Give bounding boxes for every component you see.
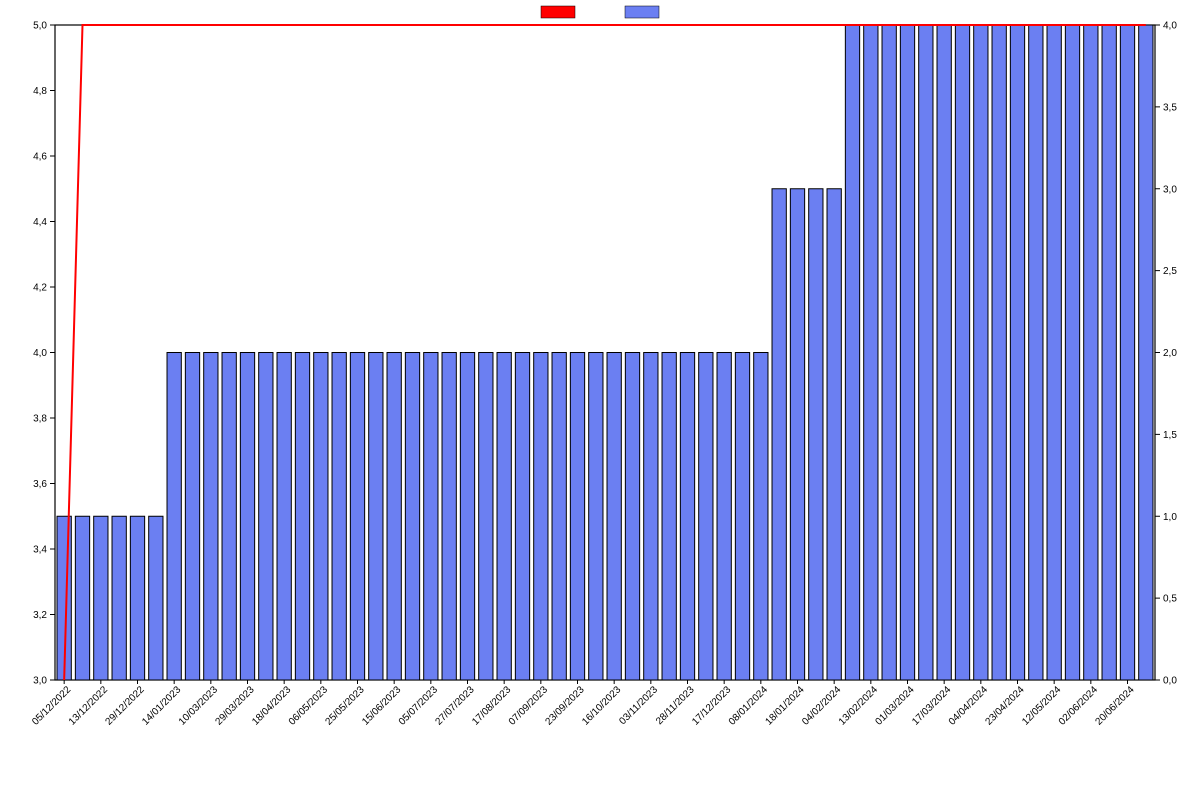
y-right-tick-label: 3,5 — [1163, 102, 1177, 113]
y-left-tick-label: 5,0 — [33, 21, 47, 32]
y-left-tick-label: 4,8 — [33, 86, 47, 97]
bar — [1120, 25, 1134, 680]
bar — [94, 516, 108, 680]
bar — [790, 189, 804, 680]
y-left-tick-label: 3,0 — [33, 676, 47, 687]
bar — [625, 353, 639, 681]
y-right-tick-label: 2,0 — [1163, 348, 1177, 359]
bar — [974, 25, 988, 680]
bar — [754, 353, 768, 681]
bar — [680, 353, 694, 681]
bar — [204, 353, 218, 681]
bar — [405, 353, 419, 681]
bar — [864, 25, 878, 680]
bar — [130, 516, 144, 680]
bar — [515, 353, 529, 681]
y-right-tick-label: 3,0 — [1163, 184, 1177, 195]
bar — [369, 353, 383, 681]
bar — [424, 353, 438, 681]
bar — [845, 25, 859, 680]
bar — [772, 189, 786, 680]
bar — [185, 353, 199, 681]
y-right-tick-label: 0,0 — [1163, 676, 1177, 687]
y-left-tick-label: 3,2 — [33, 610, 47, 621]
bar — [497, 353, 511, 681]
legend-swatch-line — [541, 6, 575, 18]
chart-svg: 3,0 3,2 3,4 3,6 3,8 4,0 4,2 4,4 4,6 4,8 5,0 0,0 0,5 1… — [0, 0, 1200, 800]
bar — [1065, 25, 1079, 680]
bar — [607, 353, 621, 681]
bar — [259, 353, 273, 681]
bar — [992, 25, 1006, 680]
bar — [717, 353, 731, 681]
bar — [1047, 25, 1061, 680]
y-left-tick-label: 4,6 — [33, 152, 47, 163]
bar — [167, 353, 181, 681]
bar — [222, 353, 236, 681]
bar — [955, 25, 969, 680]
y-right-tick-label: 0,5 — [1163, 594, 1177, 605]
y-left-tick-label: 4,0 — [33, 348, 47, 359]
bar — [1084, 25, 1098, 680]
bar — [442, 353, 456, 681]
y-right-tick-label: 1,0 — [1163, 512, 1177, 523]
bar — [589, 353, 603, 681]
bar — [479, 353, 493, 681]
bar — [900, 25, 914, 680]
chart-container: 3,0 3,2 3,4 3,6 3,8 4,0 4,2 4,4 4,6 4,8 5,0 0,0 0,5 1… — [0, 0, 1200, 800]
bar — [240, 353, 254, 681]
y-right-tick-label: 2,5 — [1163, 266, 1177, 277]
bar — [460, 353, 474, 681]
bar — [277, 353, 291, 681]
bar — [699, 353, 713, 681]
bar — [350, 353, 364, 681]
bar — [75, 516, 89, 680]
bar — [1029, 25, 1043, 680]
bar — [149, 516, 163, 680]
y-right-tick-label: 1,5 — [1163, 430, 1177, 441]
bar — [387, 353, 401, 681]
bar — [937, 25, 951, 680]
bar — [570, 353, 584, 681]
y-left-tick-label: 4,4 — [33, 217, 47, 228]
bar — [1139, 25, 1153, 680]
y-left-tick-label: 3,8 — [33, 414, 47, 425]
y-right-tick-label: 4,0 — [1163, 21, 1177, 32]
bar — [332, 353, 346, 681]
bar — [919, 25, 933, 680]
y-left-tick-label: 3,4 — [33, 545, 47, 556]
bar — [295, 353, 309, 681]
bar — [662, 353, 676, 681]
legend-swatch-bar — [625, 6, 659, 18]
y-left-tick-label: 4,2 — [33, 283, 47, 294]
bar — [809, 189, 823, 680]
bar — [882, 25, 896, 680]
bar — [1102, 25, 1116, 680]
bar — [534, 353, 548, 681]
bar — [314, 353, 328, 681]
bar — [644, 353, 658, 681]
bar — [112, 516, 126, 680]
bar — [827, 189, 841, 680]
bar — [552, 353, 566, 681]
bar — [1010, 25, 1024, 680]
bar — [735, 353, 749, 681]
y-left-tick-label: 3,6 — [33, 479, 47, 490]
